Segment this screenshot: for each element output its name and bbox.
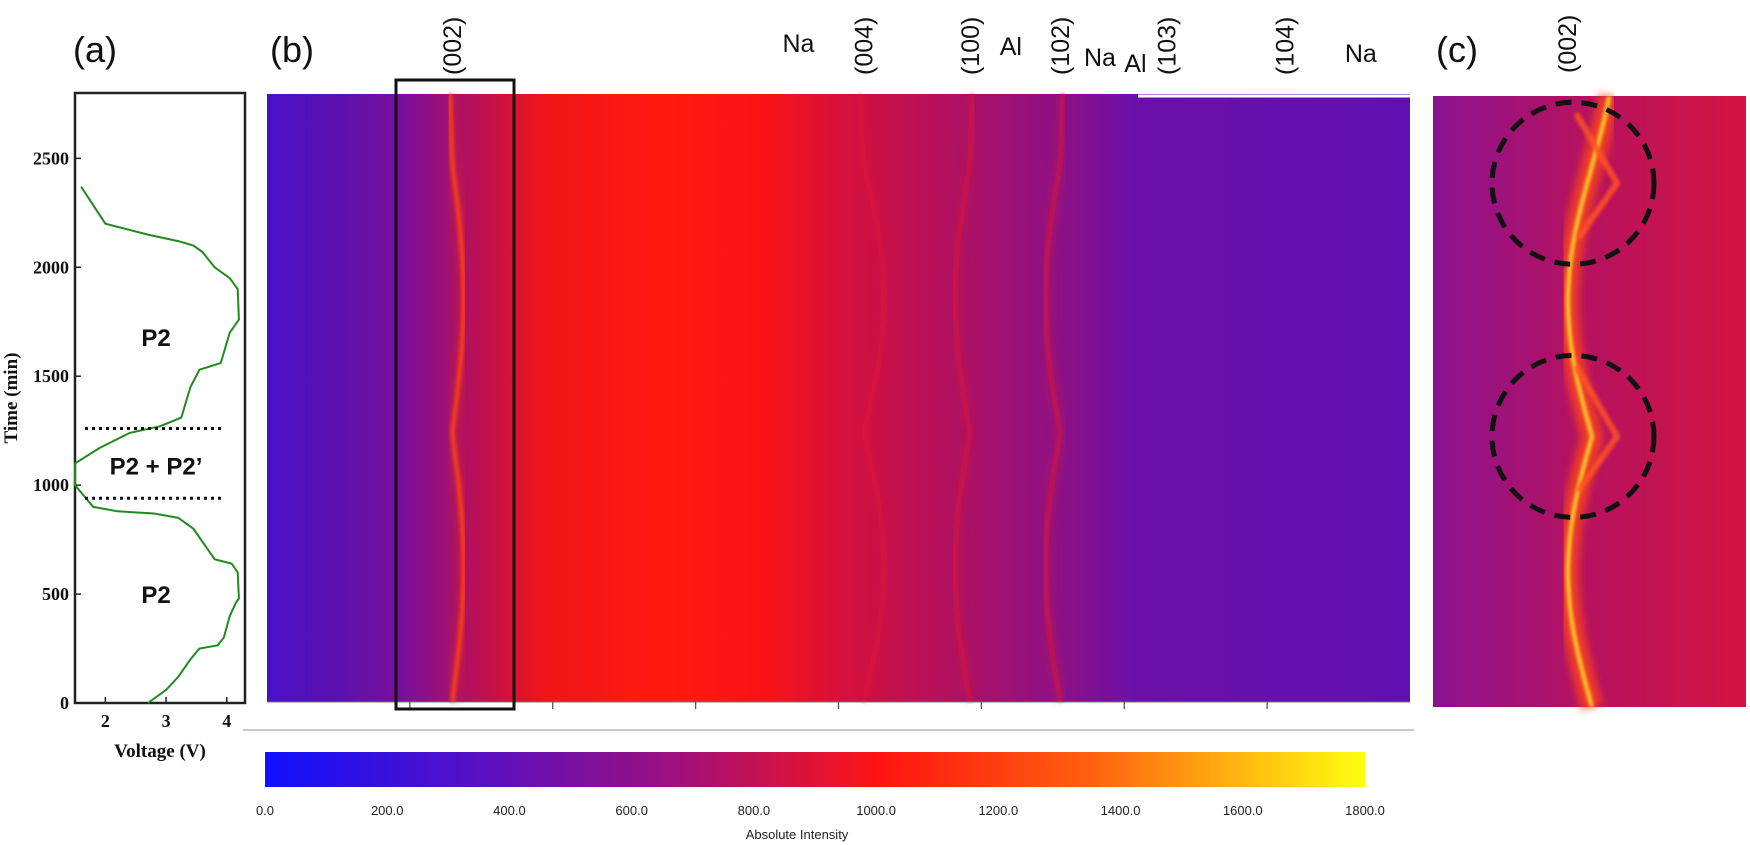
colorbar-tick-label: 200.0: [371, 803, 404, 818]
peak-line: [447, 93, 466, 703]
colorbar-tick-label: 600.0: [615, 803, 648, 818]
phase-label: P2 + P2’: [110, 454, 203, 481]
panel-a-frame: [73, 91, 247, 705]
peak-002-highlight-box: [394, 78, 516, 711]
panel-a-voltage-profile: 0 500 1000 1500 2000 2500 2 3 4 P2 P2 + P2’ P2 Vo…: [1, 91, 247, 762]
colorbar-title: Absolute Intensity: [746, 827, 849, 842]
panel-b-heatmap: (002) Na (004) (100) Al (102) Na Al (103) (104) Na: [243, 17, 1414, 731]
highlight-circle: [1489, 99, 1657, 267]
peak-line: [1043, 93, 1065, 703]
peak-label-miller: (100): [957, 17, 985, 75]
phase-boundaries: [85, 427, 225, 500]
panel-a-y-tick-label: 1000: [33, 475, 69, 495]
peak-label-miller: (104): [1271, 17, 1299, 75]
zoom-peak-line: [1566, 95, 1612, 708]
panel-a-x-tick-label: 4: [222, 711, 231, 731]
highlight-circle: [1489, 352, 1657, 520]
peak-line: [858, 93, 886, 703]
panel-a-x-axis-label: Voltage (V): [114, 741, 206, 762]
peak-lines: [442, 93, 1369, 704]
colorbar-tick-label: 1400.0: [1101, 803, 1141, 818]
panel-a-y-tick-label: 1500: [33, 366, 69, 386]
panel-a-x-ticks: 2 3 4: [101, 697, 231, 731]
peak-label-miller: (103): [1154, 17, 1182, 75]
colorbar: 0.0 200.0 400.0 600.0 800.0 1000.0 1200.0 1400.…: [256, 752, 1385, 842]
peak-label-element: Na: [1084, 44, 1116, 72]
peak-label-miller: (002): [439, 17, 467, 75]
colorbar-tick-label: 1800.0: [1345, 803, 1385, 818]
colorbar-tick-label: 0.0: [256, 803, 274, 818]
peak-label-element: Na: [1345, 40, 1377, 68]
peak-label-element: Al: [1124, 50, 1146, 78]
colorbar-ticks: 0.0 200.0 400.0 600.0 800.0 1000.0 1200.0 1400.…: [256, 803, 1385, 818]
panel-a-y-ticks: 0 500 1000 1500 2000 2500: [33, 148, 81, 713]
colorbar-tick-label: 400.0: [493, 803, 526, 818]
zoom-highlight-circles: [1489, 99, 1657, 520]
peak-label-element: Na: [783, 30, 815, 58]
colorbar-tick-label: 800.0: [738, 803, 771, 818]
phase-labels: P2 P2 + P2’ P2: [110, 325, 203, 609]
panel-c-zoom: (002): [1433, 15, 1746, 710]
peak-label-miller: (102): [1047, 17, 1075, 75]
peak-label-miller: (004): [851, 17, 879, 75]
peak-label-element: Al: [1000, 33, 1022, 61]
panel-c-title: (002): [1554, 15, 1582, 73]
panel-b-x-ticks: [409, 702, 1268, 709]
panel-a-y-tick-label: 2500: [33, 148, 69, 168]
colorbar-tick-label: 1200.0: [978, 803, 1018, 818]
peak-line: [953, 93, 975, 703]
colorbar-gradient: [265, 752, 1365, 787]
panel-a-x-tick-label: 2: [101, 711, 110, 731]
colorbar-tick-label: 1000.0: [856, 803, 896, 818]
phase-label: P2: [141, 582, 170, 609]
phase-label: P2: [141, 325, 170, 352]
peak-labels: (002) Na (004) (100) Al (102) Na Al (103) (104) Na: [439, 17, 1377, 78]
voltage-curve: [74, 186, 240, 704]
panel-a-y-tick-label: 0: [60, 693, 69, 713]
colorbar-tick-label: 1600.0: [1223, 803, 1263, 818]
zoom-peak-satellite: [1573, 111, 1621, 494]
panel-a-x-tick-label: 3: [162, 711, 171, 731]
panel-label-c: (c): [1436, 29, 1478, 70]
panel-label-a: (a): [73, 29, 117, 70]
panel-b-background: [267, 94, 1410, 702]
panel-label-b: (b): [270, 29, 314, 70]
panel-a-y-axis-label: Time (min): [1, 353, 22, 444]
panel-a-y-tick-label: 500: [42, 584, 69, 604]
panel-a-y-tick-label: 2000: [33, 257, 69, 277]
